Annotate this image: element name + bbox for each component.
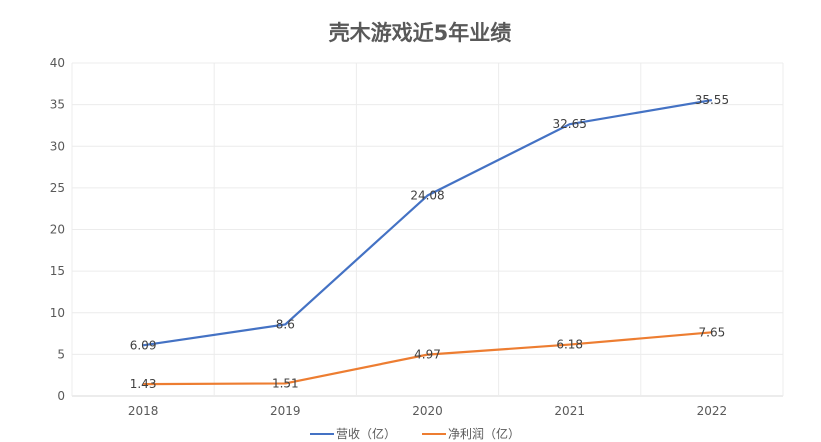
y-tick-label: 25 bbox=[50, 181, 65, 195]
chart-title: 壳木游戏近5年业绩 bbox=[328, 21, 512, 45]
y-tick-label: 10 bbox=[50, 306, 65, 320]
data-label: 8.6 bbox=[276, 317, 295, 331]
legend-label-0: 营收（亿） bbox=[336, 426, 396, 441]
x-tick-label: 2022 bbox=[697, 404, 728, 418]
data-label: 6.09 bbox=[130, 338, 157, 352]
data-label: 4.97 bbox=[414, 348, 441, 362]
data-label: 6.18 bbox=[556, 338, 583, 352]
y-tick-label: 15 bbox=[50, 264, 65, 278]
legend-label-1: 净利润（亿） bbox=[448, 426, 520, 441]
y-tick-label: 20 bbox=[50, 223, 65, 237]
y-tick-label: 40 bbox=[50, 56, 65, 70]
x-tick-label: 2018 bbox=[128, 404, 159, 418]
data-label: 7.65 bbox=[699, 325, 726, 339]
data-label: 1.43 bbox=[130, 377, 157, 391]
series-line-0 bbox=[142, 98, 713, 347]
data-label: 35.55 bbox=[695, 93, 729, 107]
y-tick-label: 30 bbox=[50, 139, 65, 153]
x-tick-label: 2020 bbox=[412, 404, 443, 418]
x-tick-label: 2019 bbox=[270, 404, 301, 418]
y-tick-label: 5 bbox=[57, 347, 65, 361]
x-tick-label: 2021 bbox=[554, 404, 585, 418]
y-tick-label: 0 bbox=[57, 389, 65, 403]
data-label: 24.08 bbox=[410, 189, 444, 203]
y-tick-label: 35 bbox=[50, 98, 65, 112]
data-label: 1.51 bbox=[272, 376, 299, 390]
data-label: 32.65 bbox=[553, 117, 587, 131]
